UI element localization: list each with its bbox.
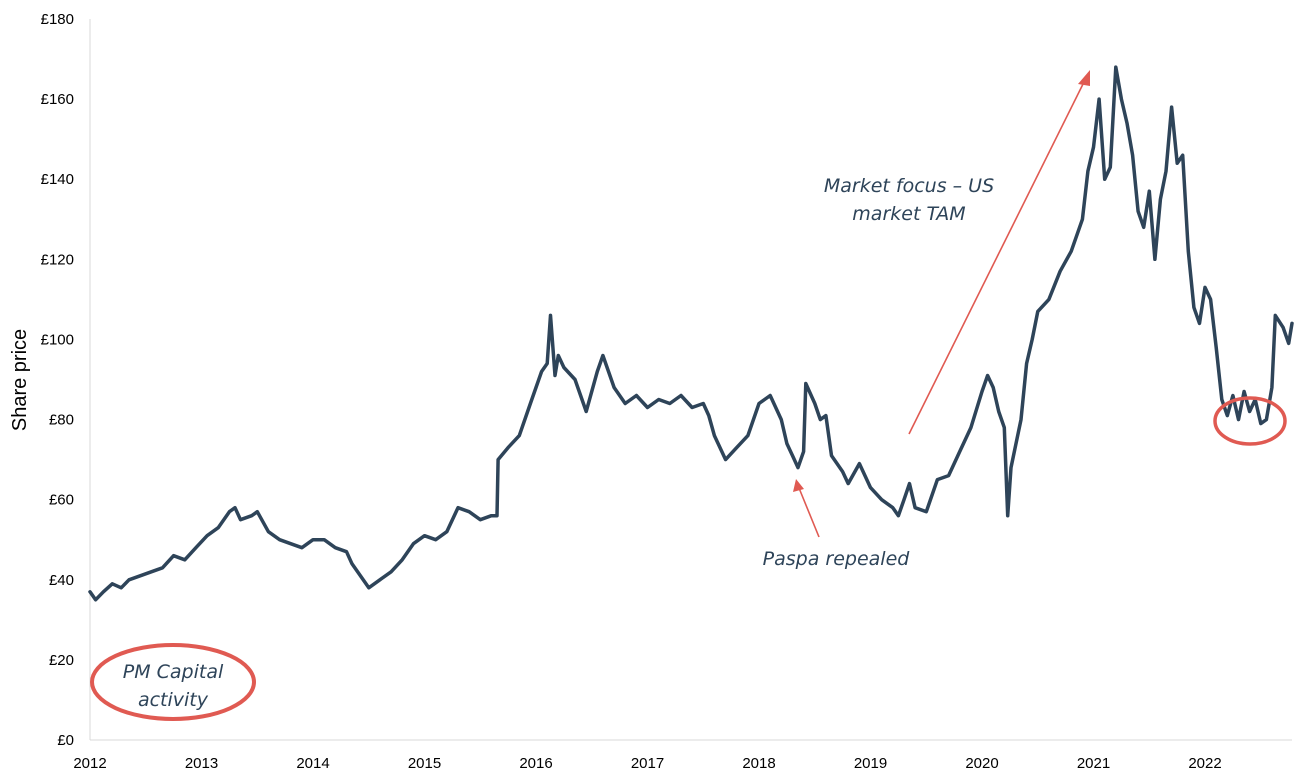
y-tick-label: £60: [49, 492, 74, 509]
arrowhead-icon: [793, 479, 804, 492]
y-tick-label: £80: [49, 412, 74, 429]
y-tick-label: £180: [41, 11, 74, 28]
annotation-market-focus: Market focus – US market TAM: [824, 70, 1090, 435]
annotation-text: market TAM: [852, 203, 965, 225]
x-tick-label: 2017: [631, 755, 664, 772]
annotation-paspa: Paspa repealed: [763, 479, 911, 570]
x-tick-label: 2020: [965, 755, 998, 772]
x-tick-labels: 2012 2013 2014 2015 2016 2017 2018 2019 2020 2021…: [73, 755, 1221, 772]
y-tick-label: £0: [57, 732, 74, 749]
y-tick-label: £160: [41, 91, 74, 108]
annotation-text: Paspa repealed: [763, 548, 911, 570]
annotation-text: PM Capital: [123, 661, 224, 683]
annotation-text: Market focus – US: [824, 175, 994, 197]
x-tick-label: 2015: [408, 755, 441, 772]
x-tick-label: 2014: [296, 755, 329, 772]
chart-axes: [89, 19, 1292, 741]
y-tick-label: £120: [41, 251, 74, 268]
y-tick-labels: £0 £20 £40 £60 £80 £100 £120 £140 £160 £180: [41, 11, 74, 749]
annotation-text: activity: [138, 689, 209, 711]
x-tick-label: 2019: [854, 755, 887, 772]
x-tick-label: 2022: [1188, 755, 1221, 772]
y-tick-label: £100: [41, 331, 74, 348]
highlight-circle-2022: [1213, 396, 1287, 446]
series-layer: [88, 65, 1294, 602]
x-tick-label: 2016: [519, 755, 552, 772]
x-tick-label: 2018: [742, 755, 775, 772]
y-tick-label: £20: [49, 652, 74, 669]
arrowhead-icon: [1078, 70, 1090, 86]
x-tick-label: 2012: [73, 755, 106, 772]
x-tick-label: 2013: [185, 755, 218, 772]
annotation-pm-capital: PM Capital activity: [90, 643, 256, 721]
y-axis-label: Share price: [9, 329, 31, 431]
y-tick-label: £40: [49, 572, 74, 589]
highlight-circle: [90, 643, 256, 721]
annotation-arrow-paspa: [798, 487, 820, 538]
annotation-arrow-market-focus: [908, 75, 1088, 435]
series-line-share-price: [88, 65, 1294, 602]
x-tick-label: 2021: [1077, 755, 1110, 772]
y-tick-label: £140: [41, 171, 74, 188]
